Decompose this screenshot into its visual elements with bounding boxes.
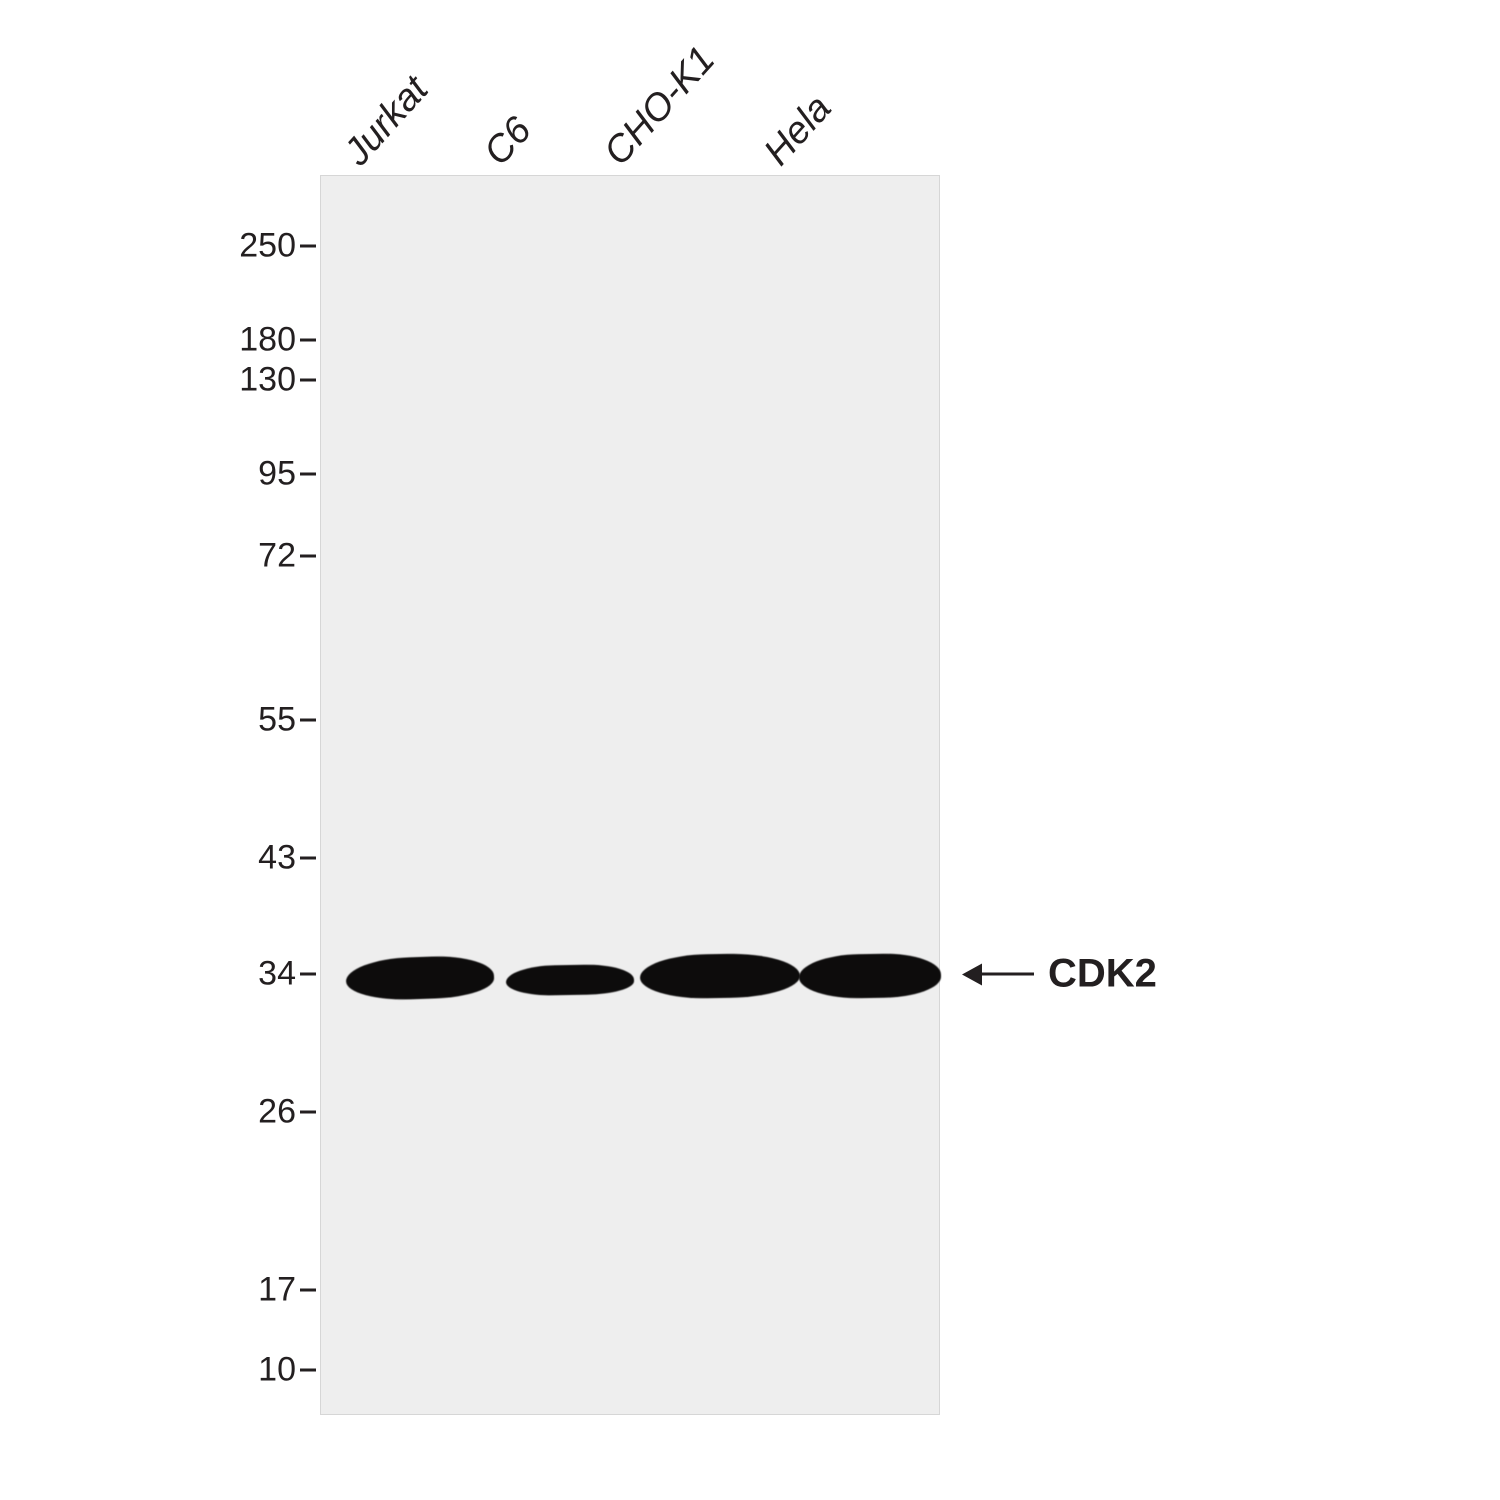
mw-marker-tick (300, 379, 316, 382)
lane-label: Jurkat (336, 69, 437, 175)
mw-marker-label: 10 (258, 1351, 296, 1390)
lane-label: C6 (476, 109, 540, 174)
mw-marker-tick (300, 245, 316, 248)
mw-marker-tick (300, 1111, 316, 1114)
blot-membrane (320, 175, 940, 1415)
mw-marker-label: 43 (258, 839, 296, 878)
mw-marker-tick (300, 973, 316, 976)
mw-marker-label: 130 (239, 361, 296, 400)
band (506, 964, 635, 996)
band (799, 953, 942, 999)
mw-marker-label: 17 (258, 1271, 296, 1310)
mw-marker-tick (300, 473, 316, 476)
lane-label: Hela (756, 87, 840, 174)
mw-marker-tick (300, 339, 316, 342)
mw-marker-label: 72 (258, 537, 296, 576)
mw-marker-tick (300, 719, 316, 722)
mw-marker-label: 250 (239, 227, 296, 266)
mw-marker-label: 95 (258, 455, 296, 494)
mw-marker-tick (300, 1289, 316, 1292)
mw-marker-label: 180 (239, 321, 296, 360)
mw-marker-label: 55 (258, 701, 296, 740)
target-label: CDK2 (1048, 952, 1157, 997)
mw-marker-tick (300, 857, 316, 860)
mw-marker-tick (300, 1369, 316, 1372)
mw-marker-tick (300, 555, 316, 558)
target-band-pointer: CDK2 (962, 952, 1157, 997)
arrow-left-icon (962, 963, 982, 985)
arrow-shaft (982, 973, 1034, 976)
lane-label: CHO-K1 (596, 39, 724, 174)
mw-marker-label: 26 (258, 1093, 296, 1132)
mw-marker-label: 34 (258, 955, 296, 994)
